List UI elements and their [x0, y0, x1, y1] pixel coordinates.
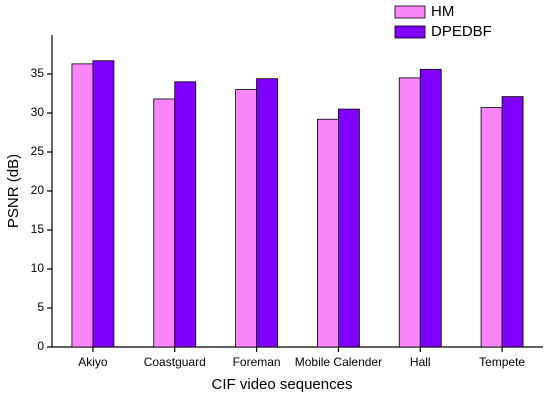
- bar: [480, 107, 503, 348]
- legend-label: DPEDBF: [431, 23, 492, 40]
- bar: [71, 63, 94, 348]
- y-axis-label: PSNR (dB): [5, 154, 22, 228]
- bar: [419, 68, 442, 348]
- y-tick-label: 10: [31, 261, 45, 275]
- y-tick-label: 15: [31, 222, 45, 236]
- y-tick-label: 25: [31, 144, 45, 158]
- x-tick-label: Mobile Calender: [295, 355, 382, 369]
- bar: [501, 96, 524, 348]
- x-tick-label: Akiyo: [78, 355, 108, 369]
- bar: [338, 108, 360, 348]
- bar: [174, 81, 197, 348]
- legend-label: HM: [431, 3, 454, 20]
- y-tick-label: 35: [31, 66, 45, 80]
- bar: [256, 78, 278, 348]
- bar: [235, 89, 257, 348]
- bar: [92, 60, 115, 348]
- x-tick-label: Coastguard: [144, 355, 206, 369]
- y-tick-label: 0: [37, 339, 44, 353]
- y-tick-label: 20: [31, 183, 45, 197]
- bar: [398, 77, 421, 348]
- bar: [153, 98, 176, 348]
- x-tick-label: Tempete: [479, 355, 525, 369]
- y-tick-label: 5: [37, 300, 44, 314]
- x-axis-label: CIF video sequences: [212, 376, 353, 393]
- legend-swatch: [394, 25, 426, 39]
- legend-swatch: [394, 5, 426, 19]
- bar: [317, 118, 339, 348]
- x-tick-label: Foreman: [233, 355, 281, 369]
- y-tick-label: 30: [31, 105, 45, 119]
- x-tick-label: Hall: [410, 355, 431, 369]
